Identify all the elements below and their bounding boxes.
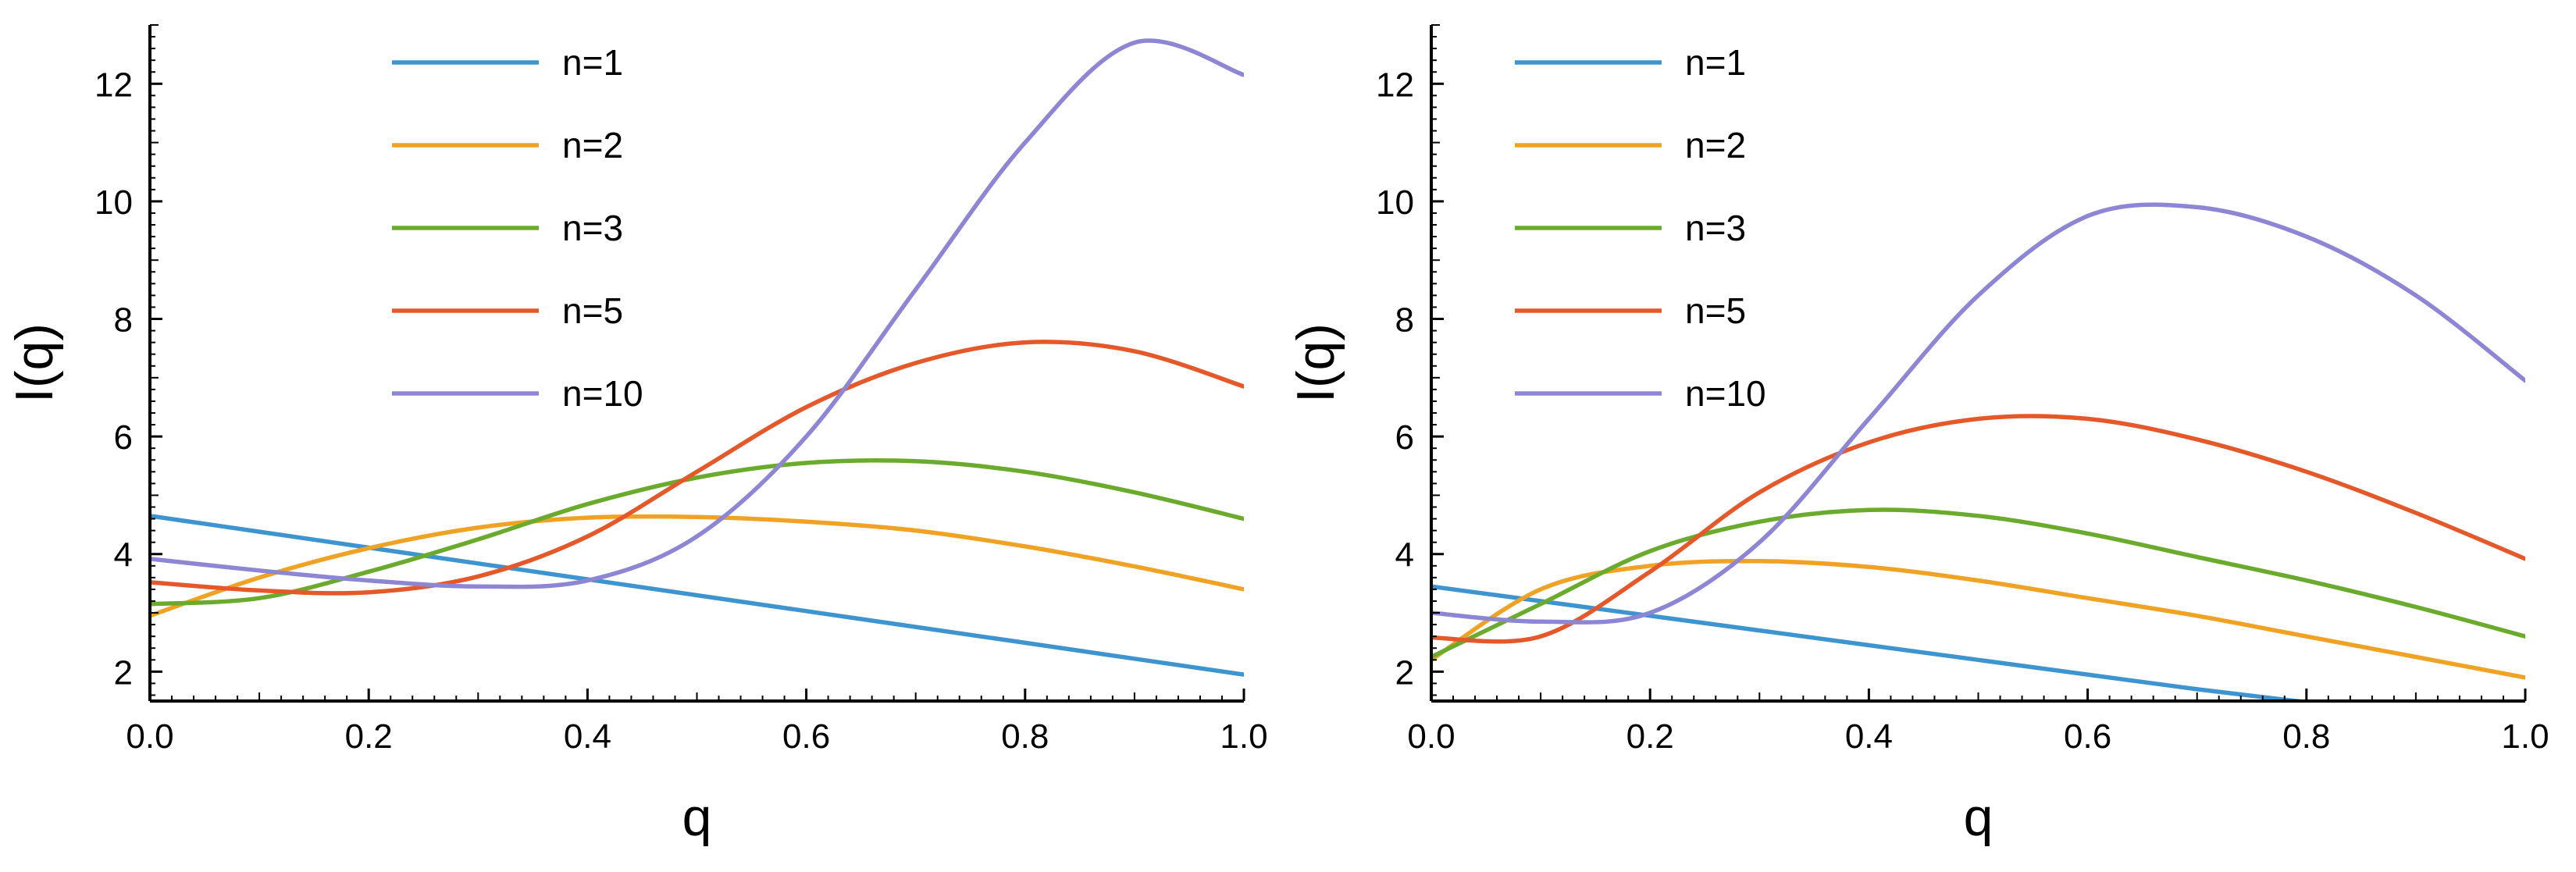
x-tick-label: 0.2 [1626, 717, 1674, 756]
series-line-n=3 [150, 457, 1244, 607]
series-line-n=5 [150, 340, 1244, 596]
x-tick-label: 0.8 [1001, 717, 1049, 756]
series-line-n=1 [150, 514, 1244, 677]
y-axis-label: I(q) [5, 323, 64, 403]
series-line-n=3 [1431, 507, 2525, 660]
x-axis-label: q [1964, 788, 1993, 847]
y-tick-label: 2 [1395, 653, 1414, 692]
legend-label: n=10 [1685, 373, 1766, 414]
y-axis-label: I(q) [1286, 323, 1345, 403]
legend-label: n=2 [562, 125, 623, 166]
legend-label: n=10 [562, 373, 643, 414]
legend-label: n=1 [1685, 42, 1746, 83]
series-line-n=10 [150, 38, 1244, 589]
series-line-n=1 [1431, 584, 2315, 701]
y-tick-label: 4 [1395, 536, 1414, 575]
y-tick-label: 12 [1376, 66, 1414, 104]
legend-label: n=3 [1685, 208, 1746, 248]
x-tick-label: 0.6 [2064, 717, 2111, 756]
legend-label: n=2 [1685, 125, 1746, 166]
series-group [1431, 202, 2525, 701]
y-tick-label: 8 [114, 301, 133, 340]
chart-left: 0.0 0.2 0.4 0.6 0.8 1.0 2 4 6 8 10 12 q I(q) n=1 n=2 n=3… [5, 24, 1268, 847]
x-tick-label: 1.0 [2501, 717, 2549, 756]
y-tick-label: 6 [114, 418, 133, 457]
y-tick-label: 10 [1376, 183, 1414, 222]
legend-label: n=3 [562, 208, 623, 248]
y-tick-label: 10 [94, 183, 133, 222]
series-line-n=2 [150, 514, 1244, 618]
series-line-n=10 [1431, 202, 2525, 625]
y-tick-label: 4 [114, 536, 133, 575]
y-tick-label: 6 [1395, 418, 1414, 457]
x-tick-label: 0.8 [2282, 717, 2330, 756]
legend: n=1 n=2 n=3 n=5 n=10 [1515, 42, 1766, 414]
x-tick-label: 0.4 [1845, 717, 1893, 756]
x-tick-label: 1.0 [1220, 717, 1267, 756]
series-group [150, 38, 1244, 677]
legend-label: n=5 [1685, 290, 1746, 331]
y-tick-label: 12 [94, 66, 133, 104]
legend: n=1 n=2 n=3 n=5 n=10 [392, 42, 643, 414]
x-tick-label: 0.4 [564, 717, 611, 756]
y-tick-label: 2 [114, 653, 133, 692]
x-tick-label: 0.0 [126, 717, 173, 756]
legend-label: n=5 [562, 290, 623, 331]
series-line-n=5 [1431, 414, 2525, 644]
x-axis-label: q [682, 788, 712, 847]
x-tick-label: 0.2 [345, 717, 393, 756]
x-tick-label: 0.6 [782, 717, 830, 756]
legend-label: n=1 [562, 42, 623, 83]
x-tick-label: 0.0 [1407, 717, 1455, 756]
y-tick-label: 8 [1395, 301, 1414, 340]
chart-right: 0.0 0.2 0.4 0.6 0.8 1.0 2 4 6 8 10 12 q I(q) n=1 n=2 n=3… [1286, 24, 2549, 847]
